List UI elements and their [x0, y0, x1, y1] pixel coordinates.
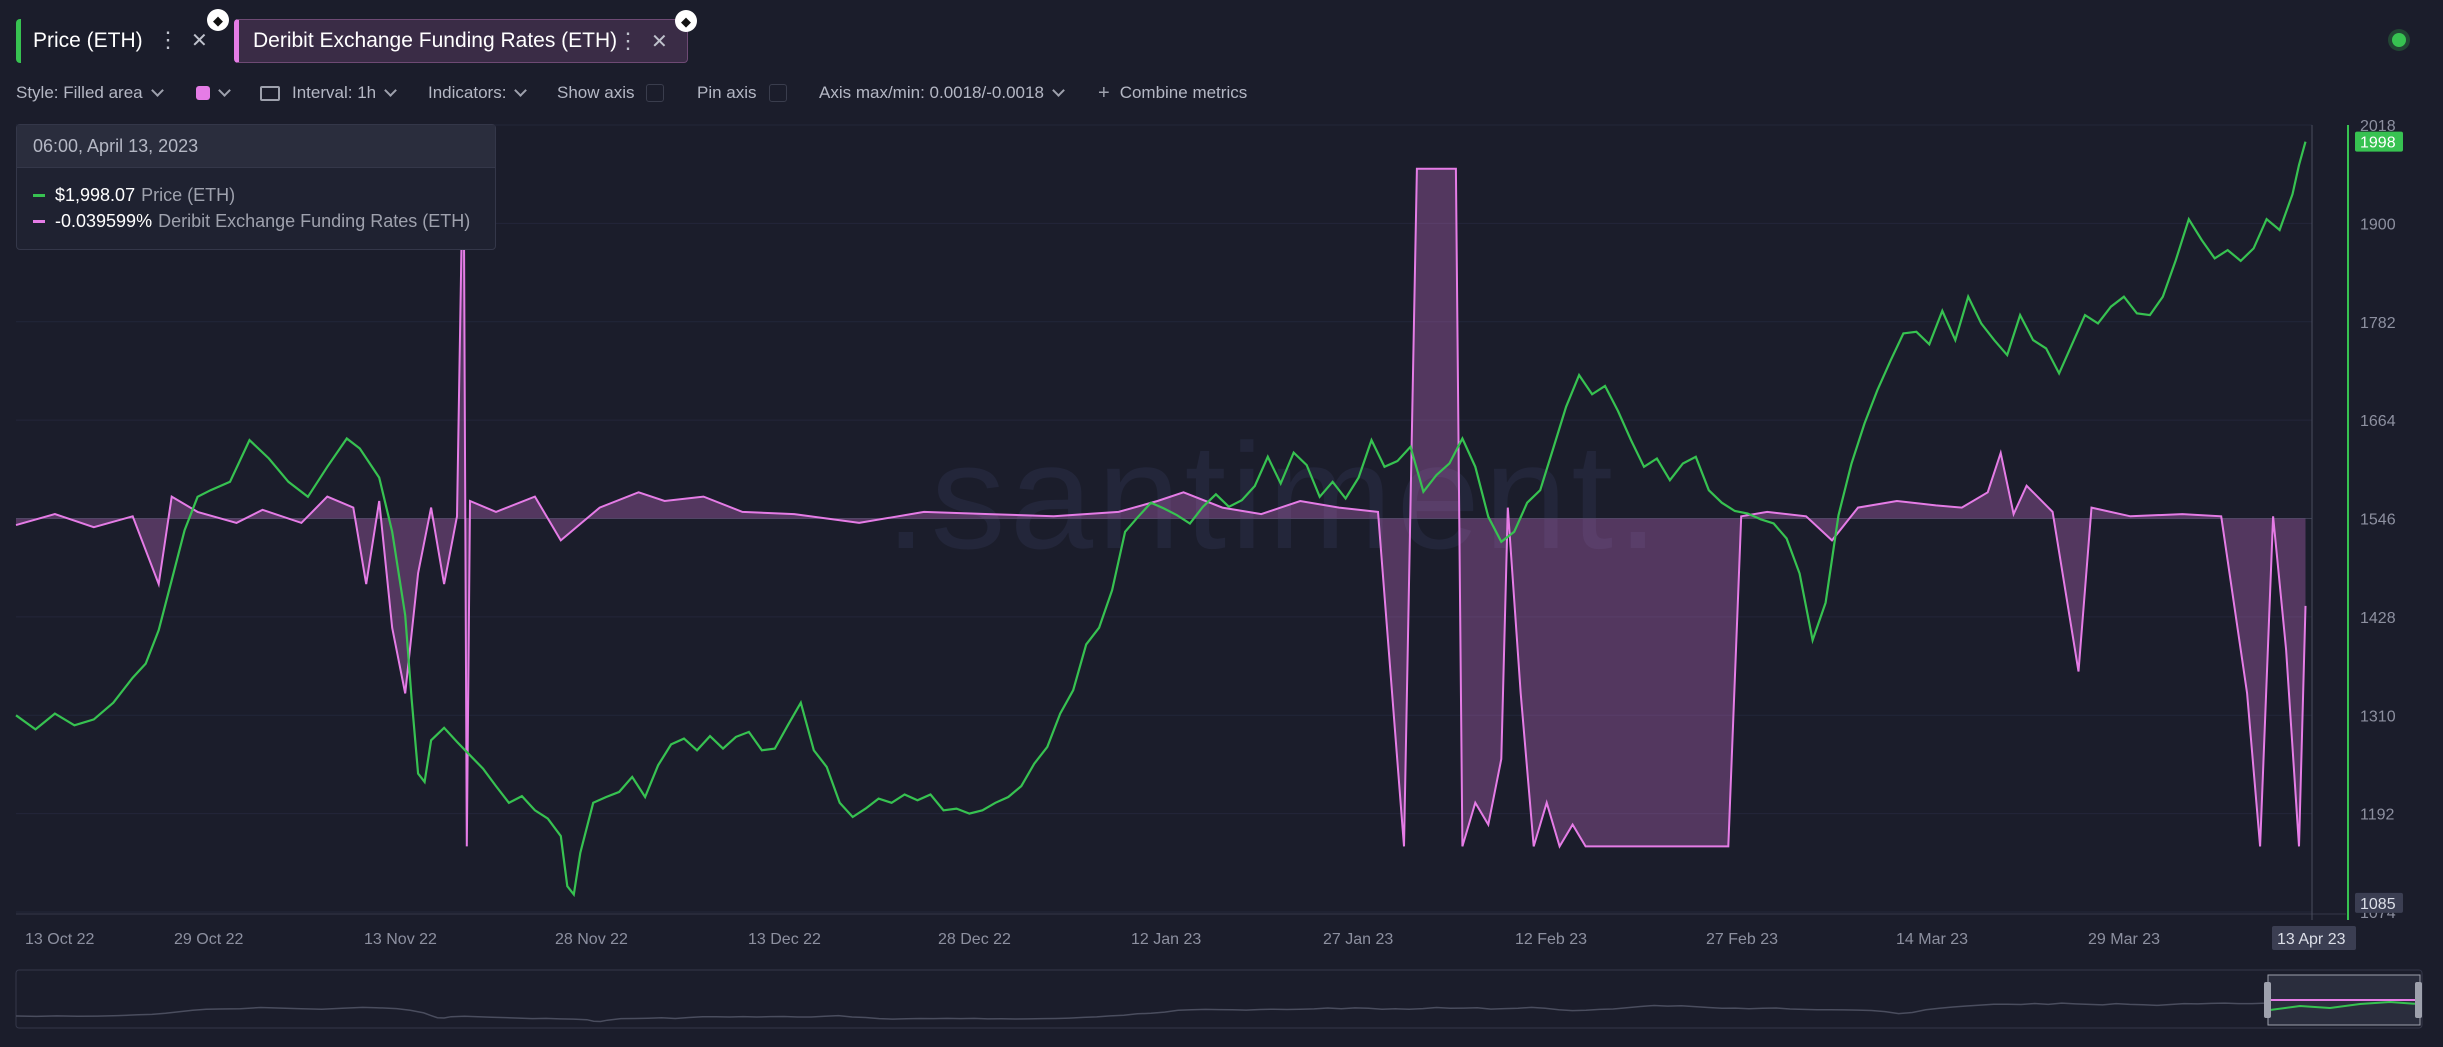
style-dropdown[interactable]: Style: Filled area: [16, 80, 164, 106]
y-tick-label: 1192: [2360, 807, 2395, 824]
interval-dropdown[interactable]: Interval: 1h: [260, 80, 397, 106]
checkbox[interactable]: [646, 84, 665, 102]
ethereum-icon: ◆: [675, 10, 697, 32]
close-icon[interactable]: ✕: [191, 30, 208, 52]
navigator-price-line: [15, 997, 2416, 1023]
metric-tab-price[interactable]: Price (ETH) ⋮ ✕ ◆: [16, 9, 229, 63]
calendar-icon: [260, 85, 280, 101]
metric-tab-funding-rates[interactable]: Deribit Exchange Funding Rates (ETH) ⋮ ✕…: [234, 10, 697, 63]
x-tick-label: 12 Jan 23: [1131, 931, 1201, 948]
metric-tab-label: Price (ETH): [33, 29, 143, 52]
checkbox[interactable]: [768, 84, 787, 102]
navigator-handle-left: [2264, 982, 2271, 1018]
hover-tooltip: 06:00, April 13, 2023 $1,998.07 Price (E…: [16, 124, 496, 250]
tooltip-row-price: $1,998.07 Price (ETH): [33, 185, 235, 206]
tooltip-metric-name: Deribit Exchange Funding Rates (ETH): [158, 211, 471, 231]
show-axis-toggle[interactable]: Show axis: [557, 80, 665, 106]
x-tick-label: 27 Feb 23: [1706, 931, 1778, 948]
funding-rate-area: [16, 125, 2306, 847]
ethereum-icon: ◆: [207, 9, 229, 31]
indicators-label: Indicators:: [428, 83, 507, 102]
x-tick-label: 12 Feb 23: [1515, 931, 1587, 948]
combine-metrics-button[interactable]: + Combine metrics: [1098, 80, 1247, 106]
y-tick-label: 1782: [2360, 315, 2396, 332]
x-tick-label: 29 Mar 23: [2088, 931, 2160, 948]
show-axis-label: Show axis: [557, 83, 635, 102]
close-icon[interactable]: ✕: [651, 31, 668, 53]
santiment-watermark: .santiment.: [885, 412, 1663, 580]
x-tick-label: 29 Oct 22: [174, 931, 243, 948]
plus-icon: +: [1098, 81, 1110, 104]
navigator-frame: [15, 969, 2423, 1029]
x-tick-label: 27 Jan 23: [1323, 931, 1393, 948]
current-price-label: 1998: [2360, 135, 2396, 152]
hover-date-badge: [2272, 926, 2356, 950]
color-dropdown[interactable]: [196, 80, 231, 106]
legend-marker: [33, 220, 45, 223]
x-tick-label: 13 Dec 22: [748, 931, 821, 948]
x-tick-label: 28 Dec 22: [938, 931, 1011, 948]
min-price-label: 1085: [2360, 896, 2396, 913]
y-tick-label: 1900: [2360, 216, 2396, 233]
current-price-badge: [2355, 131, 2403, 152]
combine-metrics-label: Combine metrics: [1119, 83, 1248, 102]
funding-rate-line: [15, 124, 2307, 849]
hover-date-label: 13 Apr 23: [2277, 931, 2346, 948]
interval-label: Interval: 1h: [292, 83, 377, 102]
more-options-icon[interactable]: ⋮: [617, 28, 639, 53]
legend-marker: [33, 194, 45, 197]
x-tick-label: 13 Oct 22: [25, 931, 94, 948]
live-status-indicator: [2392, 33, 2406, 47]
y-tick-label: 1428: [2360, 610, 2396, 627]
indicators-dropdown[interactable]: Indicators:: [428, 80, 528, 106]
pin-axis-label: Pin axis: [697, 83, 757, 102]
axis-minmax-label: Axis max/min: 0.0018/-0.0018: [819, 83, 1044, 102]
y-tick-label: 1664: [2360, 413, 2396, 430]
y-tick-label: 2018: [2360, 118, 2396, 135]
x-tick-label: 13 Nov 22: [364, 931, 437, 948]
y-tick-label: 1310: [2360, 708, 2396, 725]
navigator-price-selection-line: [2269, 1000, 2419, 1011]
metric-tab-label: Deribit Exchange Funding Rates (ETH): [253, 29, 618, 52]
more-options-icon[interactable]: ⋮: [157, 27, 179, 52]
navigator-handle-right: [2415, 982, 2422, 1018]
tooltip-date: 06:00, April 13, 2023: [17, 125, 495, 168]
min-price-badge: [2355, 892, 2403, 913]
tooltip-metric-name: Price (ETH): [141, 185, 236, 205]
tooltip-row-funding: -0.039599% Deribit Exchange Funding Rate…: [33, 211, 470, 232]
style-dropdown-label: Style: Filled area: [16, 83, 143, 102]
color-swatch: [196, 86, 210, 100]
axis-minmax-dropdown[interactable]: Axis max/min: 0.0018/-0.0018: [819, 80, 1065, 106]
x-tick-label: 14 Mar 23: [1896, 931, 1968, 948]
tooltip-value: $1,998.07: [55, 185, 136, 205]
pin-axis-toggle[interactable]: Pin axis: [697, 80, 787, 106]
price-line: [15, 141, 2307, 898]
x-tick-label: 28 Nov 22: [555, 931, 628, 948]
tooltip-value: -0.039599%: [55, 211, 153, 231]
y-tick-label: 1546: [2360, 512, 2396, 529]
